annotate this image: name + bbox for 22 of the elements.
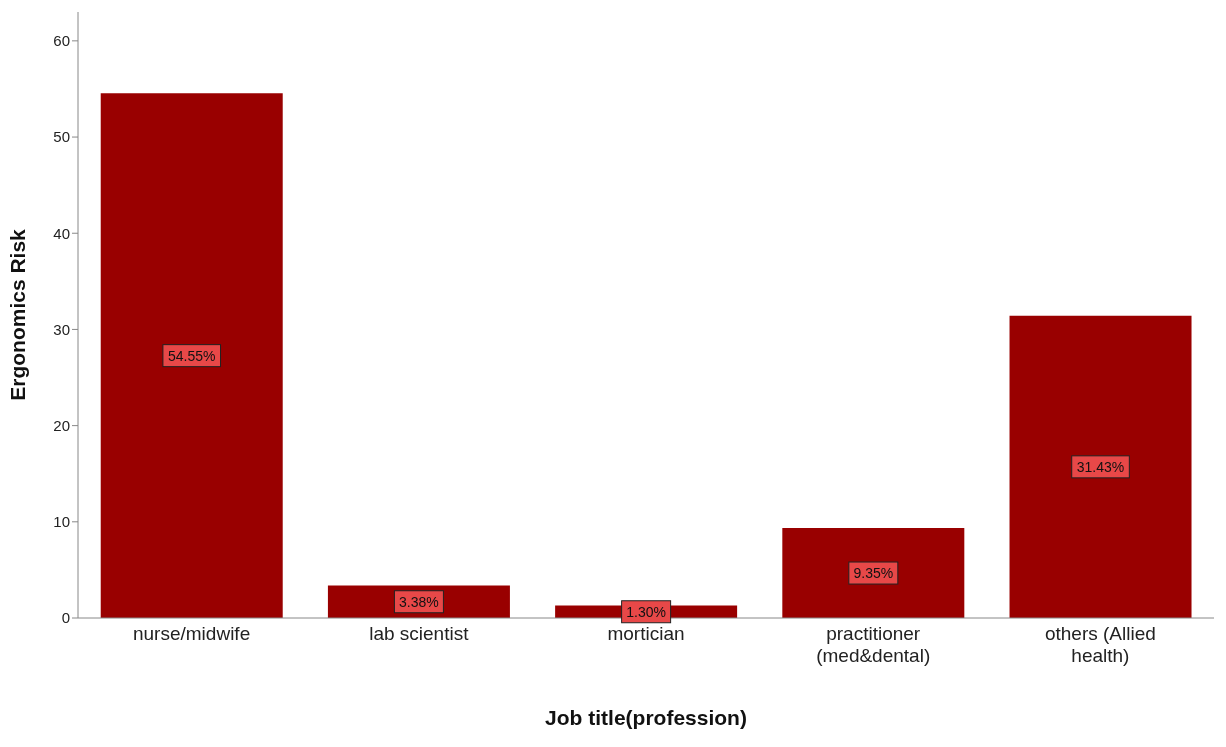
x-tick-label: lab scientist [369, 623, 470, 644]
data-label: 3.38% [399, 593, 439, 610]
y-tick-label: 0 [61, 609, 70, 627]
bar [782, 528, 965, 618]
data-label: 54.55% [167, 347, 216, 364]
data-label: 9.35% [853, 565, 894, 582]
x-tick-label: mortician [607, 623, 685, 644]
x-tick-label: practitioner (med&dental) [816, 623, 931, 666]
y-tick-label: 50 [53, 128, 70, 146]
bar [100, 93, 283, 618]
x-axis-title: Job title(profession) [545, 706, 747, 729]
data-label: 31.43% [1076, 458, 1125, 475]
x-tick-label: others (Allied health) [1044, 623, 1156, 666]
bar [1009, 315, 1192, 618]
y-tick-label: 40 [53, 224, 70, 242]
x-tick-label: nurse/midwife [132, 623, 251, 644]
y-axis-title: Ergonomics Risk [6, 228, 30, 401]
data-label: 1.30% [626, 603, 666, 620]
y-tick-label: 60 [53, 32, 70, 50]
y-tick-label: 10 [53, 513, 70, 531]
y-tick-label: 20 [53, 416, 70, 434]
y-tick-label: 30 [53, 320, 70, 338]
